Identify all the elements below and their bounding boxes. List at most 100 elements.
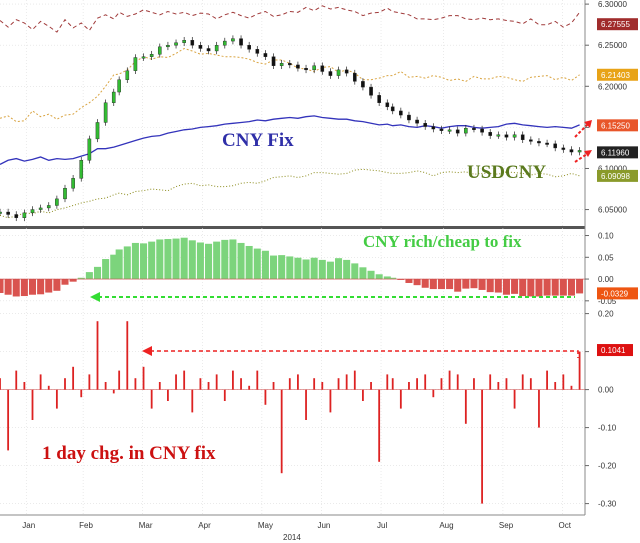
richcheap-bar [131, 242, 139, 280]
y-tick-label: 0.00 [598, 275, 614, 284]
richcheap-bar [462, 279, 470, 289]
usdcny-candle [166, 45, 170, 48]
value-tag-label: -0.0329 [601, 289, 629, 298]
usdcny-candle [423, 123, 428, 127]
fix-change-bar [175, 374, 177, 390]
usdcny-candle [415, 119, 419, 124]
richcheap-bar [69, 279, 77, 282]
fix-change-bar [248, 385, 251, 390]
usdcny-candle [361, 81, 365, 88]
usdcny-candle [133, 57, 138, 71]
richcheap-bar [45, 279, 53, 293]
y-tick-label: 6.05000 [598, 206, 627, 215]
usdcny-candle [0, 211, 2, 214]
fix-change-bar [546, 370, 548, 390]
value-tag-box [597, 119, 638, 132]
fix-change-bar [191, 389, 194, 413]
usdcny-candle [577, 150, 582, 153]
richcheap-bar [326, 261, 334, 280]
fix-change-bar [448, 370, 451, 390]
usdcny-candle [447, 129, 452, 132]
value-tag-label: 6.27555 [601, 20, 630, 29]
fix-change-bar [55, 389, 58, 409]
usdcny-candle [111, 91, 116, 103]
x-tick-label: Jun [317, 521, 330, 530]
richcheap-bar [213, 241, 221, 280]
fix-change-bar [313, 378, 316, 390]
richcheap-bar [0, 279, 4, 293]
richcheap-bar [253, 248, 261, 280]
value-tag-box [597, 146, 638, 159]
richcheap-bar [148, 241, 156, 280]
arrowhead-day-change [142, 346, 152, 356]
richcheap-bar [421, 279, 429, 288]
usdcny-candle [182, 40, 186, 43]
fix-change-bar [23, 382, 26, 390]
usdcny-candle [46, 205, 51, 209]
richcheap-bar [28, 279, 37, 295]
y-tick-label: -0.20 [598, 462, 617, 471]
usdcny-candle [385, 102, 390, 108]
usdcny-candle [352, 72, 357, 82]
fix-change-bar [386, 374, 389, 390]
y-tick-label: 6.20000 [598, 82, 627, 91]
usdcny-candle [496, 134, 501, 137]
usdcny-candle [190, 40, 195, 46]
usdcny-candle [279, 63, 284, 66]
usdcny-candle [431, 126, 436, 130]
richcheap-bar [494, 279, 502, 293]
usdcny-candle [63, 187, 67, 200]
fix-change-bar [489, 374, 492, 390]
richcheap-bar [37, 279, 45, 295]
fix-change-bar [39, 374, 42, 390]
fix-change-bar [72, 366, 75, 390]
richcheap-bar [318, 259, 326, 280]
y-tick-label: 6.10000 [598, 164, 627, 173]
richcheap-bar [576, 279, 584, 294]
richcheap-bar [437, 279, 445, 290]
usdcny-candle [222, 40, 227, 46]
richcheap-bar [156, 239, 164, 280]
richcheap-bar [486, 279, 494, 293]
value-tag-box [597, 287, 638, 300]
richcheap-bar [446, 279, 454, 290]
usdcny-candle [553, 143, 558, 149]
usdcny-candle [263, 53, 268, 57]
richcheap-bar [196, 242, 204, 280]
richcheap-bar [286, 256, 294, 280]
value-tag: -0.0329 [597, 287, 638, 300]
richcheap-bar [172, 238, 180, 280]
fix-change-bar [199, 378, 202, 390]
usdcny-candle [344, 69, 349, 74]
fix-change-bar [264, 389, 267, 405]
fix-change-bar [464, 389, 467, 424]
fix-change-bar [362, 389, 364, 401]
richcheap-bar [383, 276, 391, 280]
x-year-label: 2014 [283, 533, 301, 542]
fix-change-bar [223, 389, 226, 401]
fix-change-bar [272, 382, 275, 390]
richcheap-bar [278, 255, 286, 280]
usdcny-candle [247, 45, 251, 50]
usdcny-candle [239, 38, 243, 46]
value-tag-label: 6.11960 [601, 148, 630, 157]
usdcny-candle [125, 70, 130, 80]
fix-change-bar [481, 389, 483, 504]
series-line-upper_band [0, 5, 580, 33]
arrow-day-change [150, 350, 579, 358]
richcheap-bar [343, 259, 351, 280]
richcheap-bar [351, 263, 359, 280]
richcheap-bar [110, 254, 118, 280]
fix-change-bar [497, 382, 500, 390]
richcheap-bar [302, 259, 310, 280]
richcheap-bar [12, 279, 20, 297]
value-tag: 6.09098 [597, 169, 638, 182]
y-tick-label: 0.10 [598, 232, 614, 241]
usdcny-candle [504, 134, 509, 138]
usdcny-candle [38, 207, 43, 210]
richcheap-bar [397, 279, 405, 280]
usdcny-candle [312, 65, 316, 71]
usdcny-candle [328, 71, 333, 76]
annotation-cny-fix: CNY Fix [222, 130, 294, 151]
